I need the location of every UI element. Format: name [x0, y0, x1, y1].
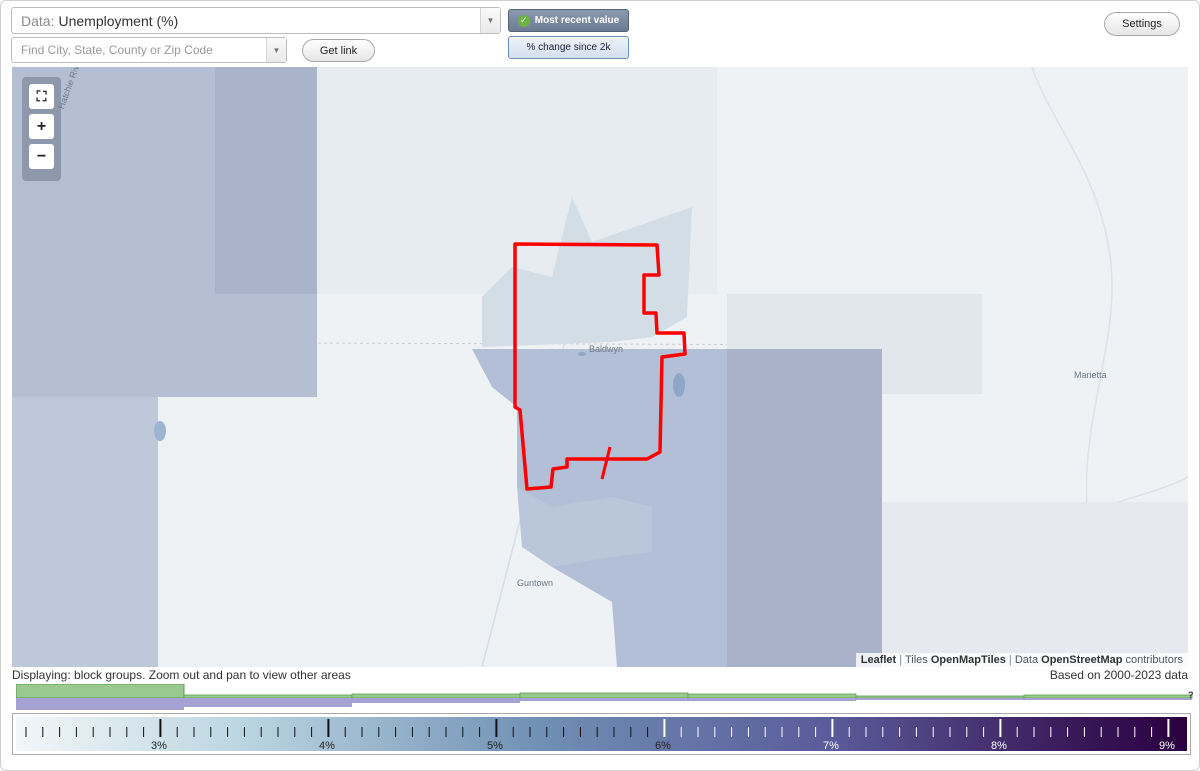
- histogram-help[interactable]: ?: [1188, 690, 1194, 700]
- data-selector-value: Unemployment (%): [58, 12, 179, 29]
- city-boundary-fragment: [600, 446, 612, 480]
- histogram-bar: [519, 692, 689, 699]
- histogram-bar: [352, 698, 520, 703]
- legend-tick-label: 9%: [1159, 740, 1175, 752]
- histogram-bar: [856, 698, 1024, 700]
- histogram-bar: [688, 698, 856, 701]
- block-group[interactable]: [158, 397, 463, 667]
- legend-tick-label: 6%: [655, 740, 671, 752]
- histogram-bar: [855, 695, 1025, 699]
- map-attribution: Leaflet | Tiles OpenMapTiles | Data Open…: [855, 653, 1188, 667]
- most-recent-value-toggle[interactable]: ✓ Most recent value: [508, 9, 629, 32]
- block-group[interactable]: [215, 67, 317, 294]
- histogram-bar: [351, 693, 521, 699]
- attribution-tiles-prefix: Tiles: [904, 654, 928, 666]
- map-view[interactable]: Baldwyn Marietta Guntown Hatchie River ⛶…: [12, 67, 1188, 667]
- map-layer: [12, 67, 1188, 667]
- block-group[interactable]: [727, 349, 882, 667]
- legend-ticks: [25, 719, 1170, 737]
- histogram-bar: [520, 698, 688, 701]
- data-selector[interactable]: Data: Unemployment (%) ▼: [11, 7, 501, 34]
- zoom-in-button[interactable]: +: [29, 114, 54, 139]
- histogram-bar: [1023, 694, 1193, 699]
- histogram-bar: [16, 698, 184, 710]
- display-status: Displaying: block groups. Zoom out and p…: [12, 668, 351, 682]
- histogram-bar: [1024, 698, 1192, 700]
- water-body: [578, 352, 586, 356]
- histogram-bar: [184, 698, 352, 707]
- block-group[interactable]: [482, 197, 692, 347]
- legend-tick-label: 4%: [319, 740, 335, 752]
- chevron-down-icon[interactable]: ▼: [266, 38, 286, 62]
- map-label-marietta: Marietta: [1074, 370, 1107, 380]
- location-search[interactable]: ▼: [11, 37, 287, 63]
- color-legend: 3% 4% 5% 6% 7% 8% 9%: [12, 713, 1191, 755]
- get-link-button[interactable]: Get link: [302, 39, 375, 62]
- percent-change-toggle[interactable]: % change since 2k: [508, 36, 629, 59]
- zoom-controls: ⛶ + −: [22, 77, 61, 181]
- zoom-out-button[interactable]: −: [29, 144, 54, 169]
- block-group[interactable]: [12, 397, 158, 667]
- map-label-guntown: Guntown: [517, 578, 554, 588]
- histogram: [16, 684, 1193, 710]
- attribution-suffix: contributors: [1125, 654, 1183, 666]
- histogram-bar: [687, 693, 857, 699]
- histogram-bar: [16, 684, 185, 699]
- attribution-data-prefix: Data: [1014, 654, 1039, 666]
- block-group[interactable]: [882, 502, 1188, 667]
- legend-tick-label: 8%: [991, 740, 1007, 752]
- legend-tick-label: 7%: [823, 740, 839, 752]
- legend-tick-label: 5%: [487, 740, 503, 752]
- city-boundary[interactable]: [513, 242, 687, 491]
- attribution-leaflet-link[interactable]: Leaflet: [860, 654, 897, 666]
- data-range-note: Based on 2000-2023 data: [1049, 668, 1188, 682]
- search-input[interactable]: [12, 38, 262, 62]
- map-label-baldwyn: Baldwyn: [589, 344, 624, 354]
- fit-bounds-icon[interactable]: ⛶: [29, 84, 54, 109]
- block-group[interactable]: [517, 487, 652, 567]
- chevron-down-icon[interactable]: ▼: [480, 8, 500, 33]
- data-selector-prefix: Data:: [21, 12, 55, 29]
- most-recent-value-label: Most recent value: [534, 15, 620, 26]
- legend-tick-label: 3%: [151, 740, 167, 752]
- settings-button[interactable]: Settings: [1104, 12, 1180, 36]
- water-body: [673, 373, 685, 397]
- histogram-bar: [183, 694, 353, 699]
- attribution-tiles-link[interactable]: OpenMapTiles: [930, 654, 1006, 666]
- water-body: [154, 421, 166, 441]
- attribution-osm-link[interactable]: OpenStreetMap: [1041, 654, 1123, 666]
- check-icon: ✓: [517, 14, 530, 27]
